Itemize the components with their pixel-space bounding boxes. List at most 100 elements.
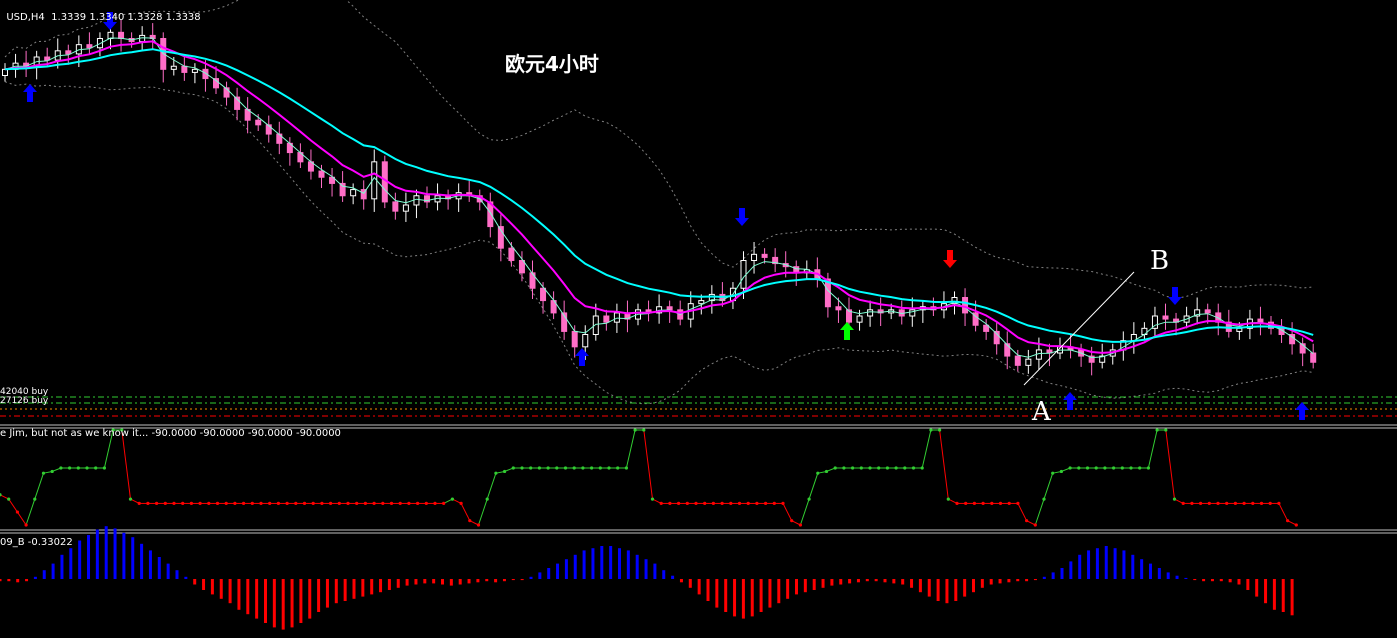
oscillator-dot <box>650 497 655 501</box>
oscillator-dot <box>1051 471 1055 475</box>
oscillator-dot <box>964 501 968 506</box>
oscillator-dot <box>233 501 237 506</box>
oscillator-dot <box>398 501 402 506</box>
oscillator-dot <box>1199 501 1203 506</box>
candle-body <box>191 68 198 73</box>
candle-body <box>1162 315 1169 320</box>
oscillator-dot <box>424 501 428 506</box>
oscillator-segment <box>103 429 114 469</box>
oscillator-dot <box>476 523 481 527</box>
oscillator-segment <box>34 473 44 500</box>
oscillator-dot <box>1207 501 1211 506</box>
candle-body <box>223 87 230 98</box>
oscillator-dot <box>598 466 602 470</box>
oscillator-dot <box>938 428 942 432</box>
oscillator-segment <box>486 473 497 500</box>
oscillator-dot <box>494 471 498 475</box>
oscillator-dot <box>250 501 254 506</box>
candle-body <box>44 56 51 61</box>
oscillator-dot <box>68 466 72 470</box>
candle-body <box>86 44 93 49</box>
oscillator-dot <box>268 501 272 506</box>
oscillator-dot <box>85 466 89 470</box>
oscillator-dot <box>1007 501 1011 506</box>
oscillator-dot <box>1216 501 1220 506</box>
oscillator-dot <box>677 501 681 506</box>
candle-body <box>1151 315 1158 329</box>
oscillator-segment <box>921 429 932 469</box>
candle-body <box>1099 355 1106 363</box>
oscillator-dot <box>372 501 376 506</box>
candle-body <box>234 96 241 110</box>
oscillator-dot <box>120 428 124 432</box>
candle-body <box>856 315 863 323</box>
candle-body <box>508 247 515 262</box>
level-label-2: 27126 buy <box>0 396 49 406</box>
oscillator-dot <box>537 466 542 470</box>
candle-body <box>339 182 346 197</box>
oscillator-dot <box>1225 501 1229 506</box>
oscillator-dot <box>1085 466 1090 470</box>
oscillator-dot <box>1294 523 1298 527</box>
oscillator-dot <box>616 466 620 470</box>
oscillator-dot <box>459 501 463 506</box>
oscillator-dot <box>824 469 829 474</box>
oscillator-dot <box>442 501 446 506</box>
candle-body <box>962 297 969 314</box>
oscillator-dot <box>320 501 324 506</box>
oscillator-dot <box>215 501 220 506</box>
oscillator-segment <box>1017 503 1028 521</box>
oscillator-dot <box>259 501 263 506</box>
oscillator-dot <box>563 466 568 470</box>
candle-body <box>761 253 768 258</box>
oscillator-dot <box>155 501 159 506</box>
oscillator-dot <box>981 501 985 506</box>
oscillator-dot <box>355 501 359 506</box>
oscillator-dot <box>363 501 367 506</box>
oscillator-dot <box>1025 519 1029 523</box>
buy-arrow-icon <box>1063 392 1077 410</box>
oscillator-dot <box>33 497 37 501</box>
oscillator-segment <box>460 503 471 521</box>
ohlc-values: 1.3339 1.3340 1.3328 1.3338 <box>51 12 201 23</box>
oscillator-dot <box>729 501 733 506</box>
candle-body <box>118 31 125 39</box>
oscillator-dot <box>189 501 193 506</box>
oscillator-dot <box>607 466 611 470</box>
candle-body <box>202 68 209 80</box>
candle-body <box>487 201 494 228</box>
candle-body <box>170 65 177 70</box>
candle-body <box>1194 309 1201 317</box>
oscillator-dot <box>816 471 820 475</box>
candle-body <box>983 324 990 332</box>
oscillator-dot <box>1164 428 1168 432</box>
oscillator-dot <box>1103 466 1107 470</box>
buy-arrow-icon <box>840 322 854 340</box>
oscillator-segment <box>16 511 27 526</box>
oscillator-dot <box>381 501 385 506</box>
candle-body <box>1204 309 1211 314</box>
oscillator-dot <box>833 466 837 470</box>
candle-body <box>561 312 568 332</box>
oscillator-dot <box>50 469 54 474</box>
oscillator-dot <box>224 501 228 506</box>
sell-arrow-icon <box>943 250 957 268</box>
sell-arrow-icon <box>103 12 117 30</box>
candle-body <box>993 330 1000 345</box>
oscillator-dot <box>790 519 794 523</box>
oscillator-segment <box>652 498 662 504</box>
oscillator-dot <box>520 466 524 470</box>
oscillator-dot <box>1190 501 1194 506</box>
oscillator-dot <box>1181 501 1185 506</box>
oscillator-dot <box>1016 501 1020 506</box>
oscillator-segment <box>8 498 18 513</box>
candle-body <box>318 170 325 178</box>
oscillator-dot <box>903 466 907 470</box>
oscillator-dot <box>885 466 890 470</box>
oscillator-dot <box>24 523 28 527</box>
oscillator-dot <box>590 466 594 470</box>
candle-body <box>751 253 758 261</box>
oscillator-segment <box>443 498 453 504</box>
candle-body <box>265 124 272 135</box>
candle-body <box>571 330 578 348</box>
